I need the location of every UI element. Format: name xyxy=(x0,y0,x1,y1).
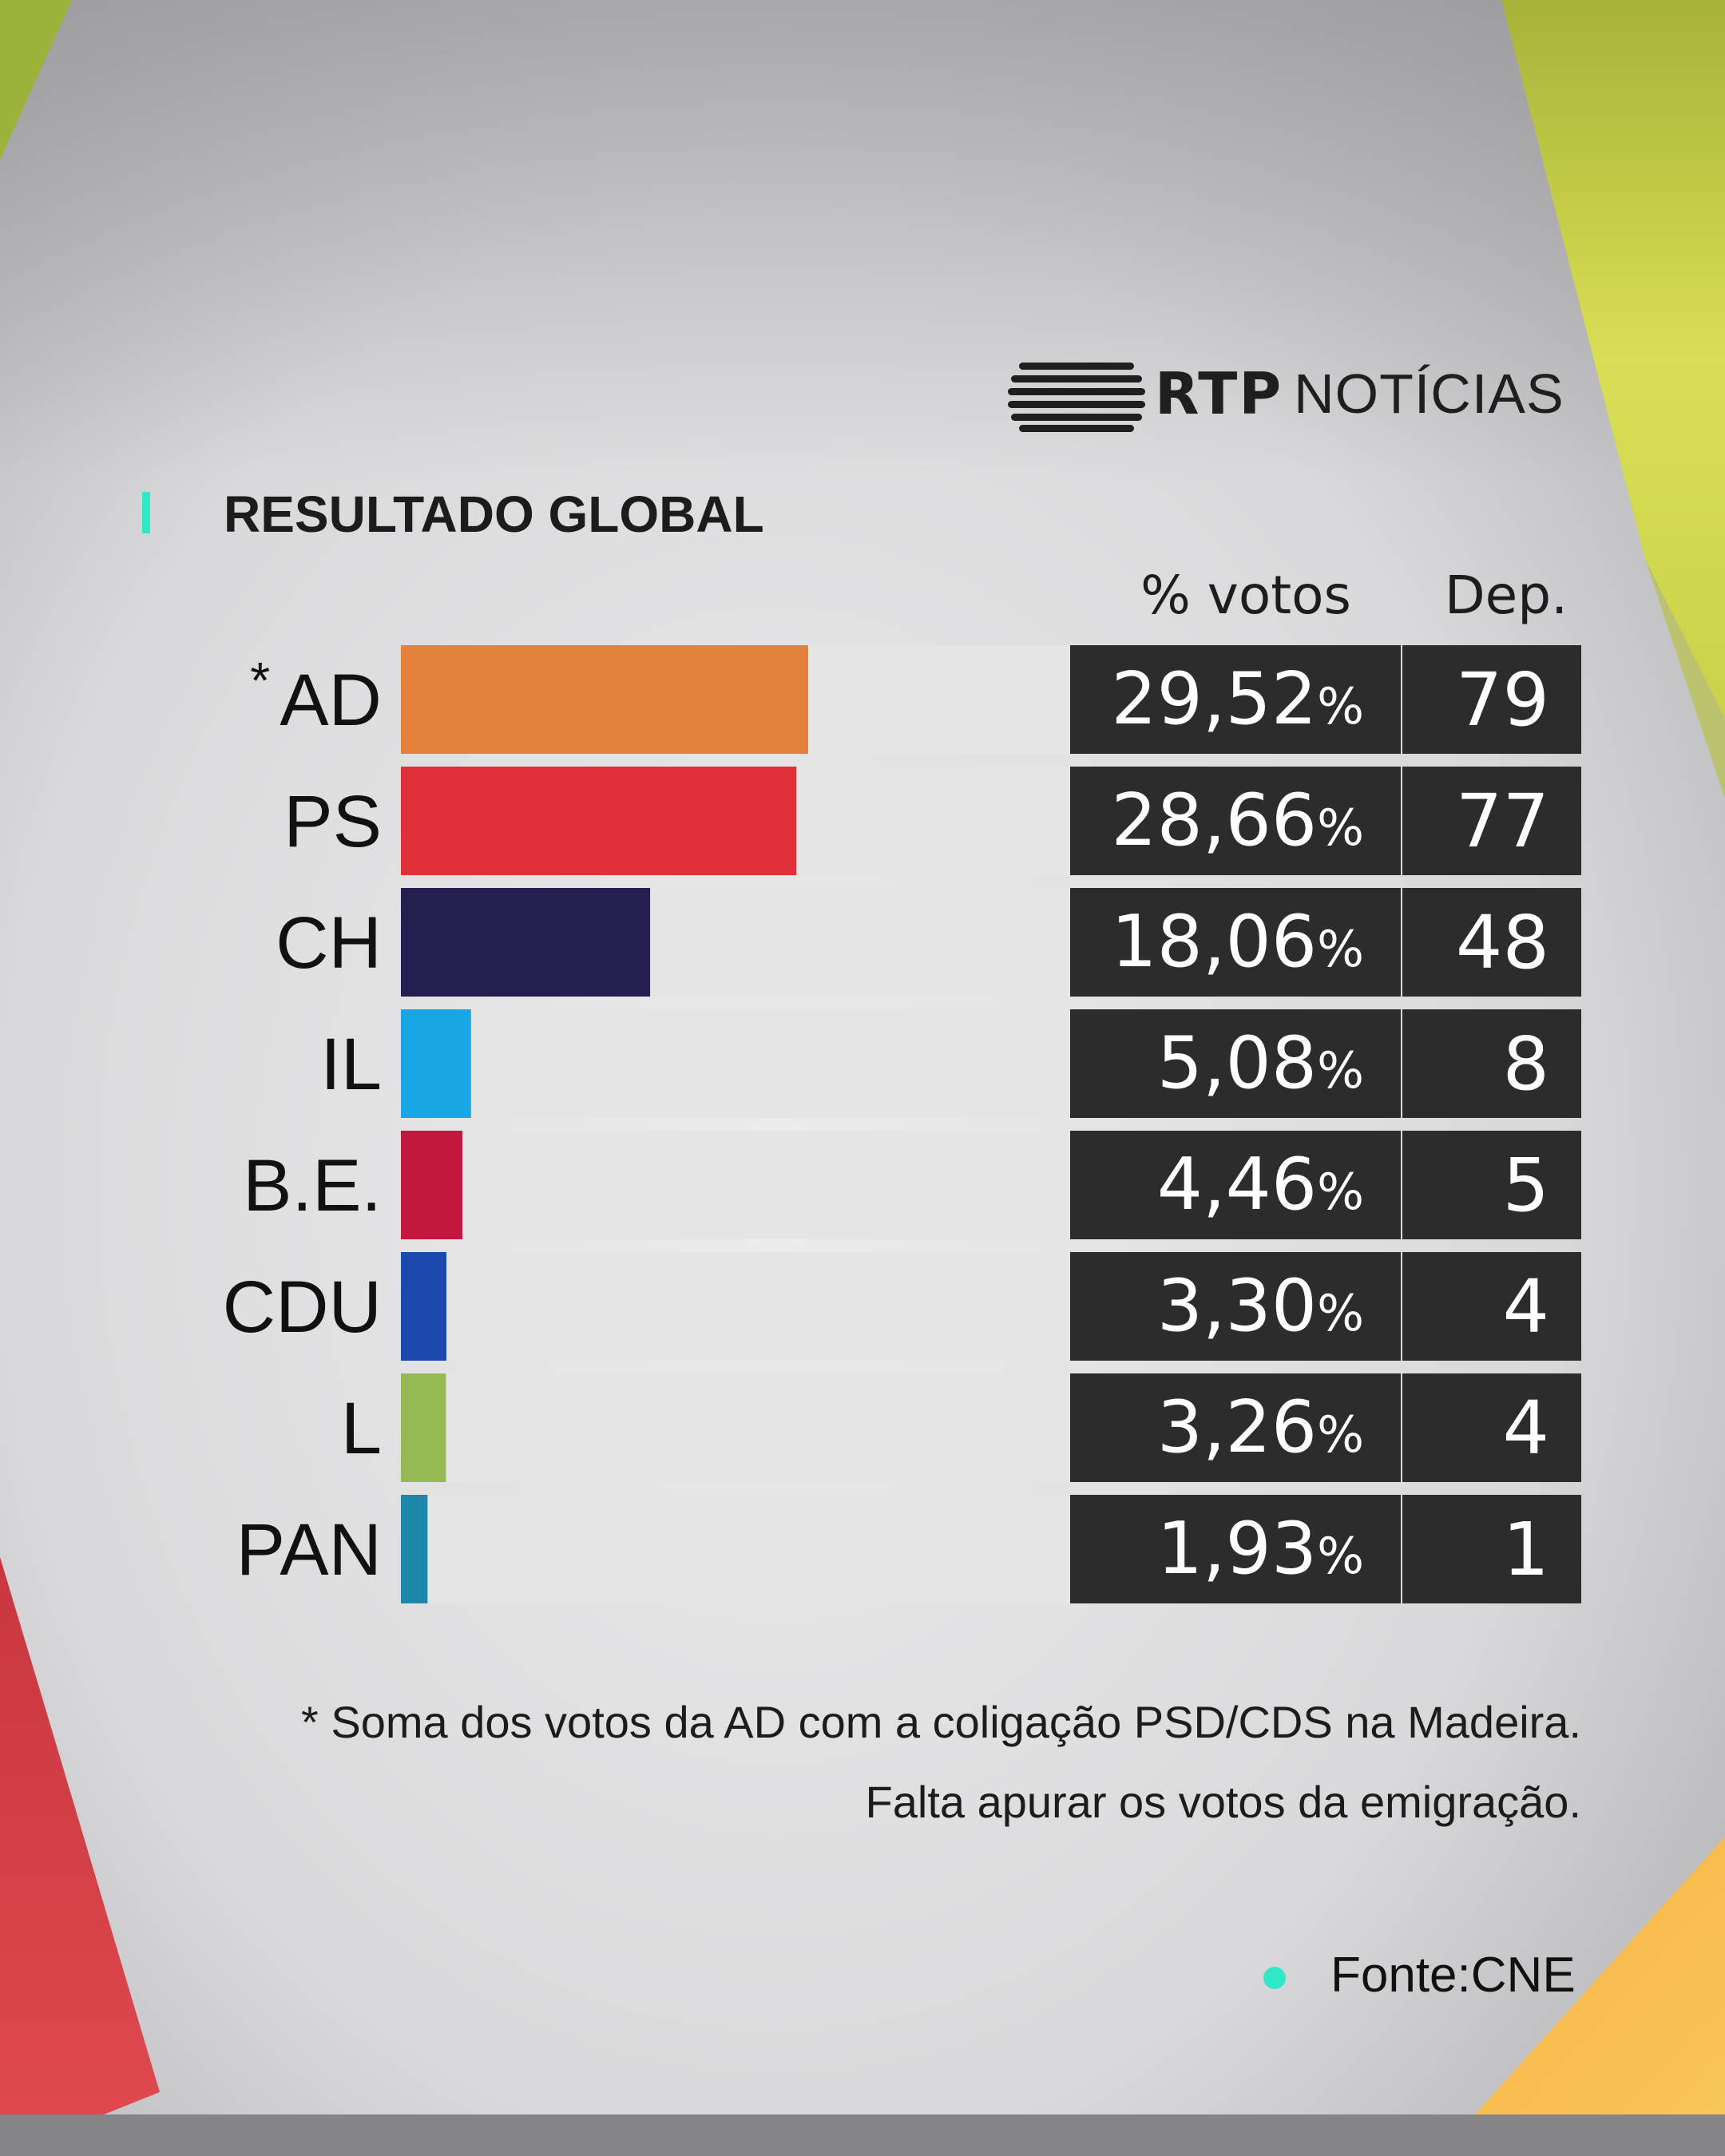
value-label: 28,66% xyxy=(1111,779,1364,862)
asterisk-mark: * xyxy=(250,652,270,709)
bar-track xyxy=(401,1373,1070,1482)
value-label: 4,46% xyxy=(1157,1143,1364,1227)
category-label: AD xyxy=(280,660,382,741)
bar-l xyxy=(401,1373,446,1482)
value-label: 3,26% xyxy=(1157,1385,1364,1469)
value-label: 3,30% xyxy=(1157,1264,1364,1348)
value-box xyxy=(1070,1009,1401,1118)
category-label: CH xyxy=(276,902,382,984)
bar-track xyxy=(401,1252,1070,1361)
deputies-box xyxy=(1402,1009,1581,1118)
category-label: CDU xyxy=(223,1266,382,1348)
bar-ch xyxy=(401,888,651,997)
deputies-label: 79 xyxy=(1456,657,1549,743)
deputies-box xyxy=(1402,888,1581,997)
category-label: B.E. xyxy=(243,1145,382,1227)
deputies-label: 1 xyxy=(1502,1507,1549,1592)
bar-track xyxy=(401,1131,1070,1239)
category-label: IL xyxy=(320,1024,382,1105)
value-box xyxy=(1070,645,1401,754)
bar-cdu xyxy=(401,1252,447,1361)
category-label: PS xyxy=(284,781,382,862)
value-box xyxy=(1070,1373,1401,1482)
deputies-box xyxy=(1402,645,1581,754)
deputies-label: 5 xyxy=(1502,1143,1549,1228)
deputies-box xyxy=(1402,767,1581,875)
category-label: L xyxy=(341,1388,382,1469)
value-label: 5,08% xyxy=(1157,1021,1364,1105)
value-label: 1,93% xyxy=(1157,1507,1364,1591)
deputies-label: 48 xyxy=(1456,900,1549,985)
deputies-box xyxy=(1402,1252,1581,1361)
bar-track xyxy=(401,1009,1070,1118)
page-title: RESULTADO GLOBAL xyxy=(224,485,764,543)
bar-il xyxy=(401,1009,471,1118)
deputies-box xyxy=(1402,1373,1581,1482)
footnote-asterisk: * Soma dos votos da AD com a coligação P… xyxy=(301,1697,1581,1747)
rtp-stripes-icon xyxy=(1008,358,1145,432)
value-box xyxy=(1070,1252,1401,1361)
bar-be xyxy=(401,1131,463,1239)
bar-ad xyxy=(401,645,809,754)
value-label: 29,52% xyxy=(1111,657,1364,741)
value-box xyxy=(1070,767,1401,875)
value-box xyxy=(1070,888,1401,997)
value-box xyxy=(1070,1495,1401,1603)
deputies-box xyxy=(1402,1131,1581,1239)
bar-track xyxy=(401,1495,1070,1603)
deputies-label: 77 xyxy=(1456,779,1549,864)
logo-noticias-text: NOTÍCIAS xyxy=(1294,363,1564,425)
votes-column-header: % votos xyxy=(1140,565,1351,626)
footnote-emigration: Falta apurar os votos da emigração. xyxy=(865,1777,1581,1827)
value-label: 18,06% xyxy=(1111,900,1364,984)
category-label: PAN xyxy=(236,1509,382,1591)
deputies-label: 4 xyxy=(1502,1264,1549,1349)
rtp-noticias-logo: RTP NOTÍCIAS xyxy=(1008,358,1564,432)
deputies-label: 4 xyxy=(1502,1385,1549,1471)
logo-rtp-text: RTP xyxy=(1155,360,1283,427)
title-accent-bar xyxy=(142,492,150,533)
deputies-label: 8 xyxy=(1502,1021,1549,1107)
value-box xyxy=(1070,1131,1401,1239)
deputies-box xyxy=(1402,1495,1581,1603)
source-bullet-icon xyxy=(1263,1967,1286,1989)
bar-pan xyxy=(401,1495,428,1603)
deputies-column-header: Dep. xyxy=(1444,565,1568,626)
bar-ps xyxy=(401,767,797,875)
source-label: Fonte:CNE xyxy=(1330,1948,1576,2003)
